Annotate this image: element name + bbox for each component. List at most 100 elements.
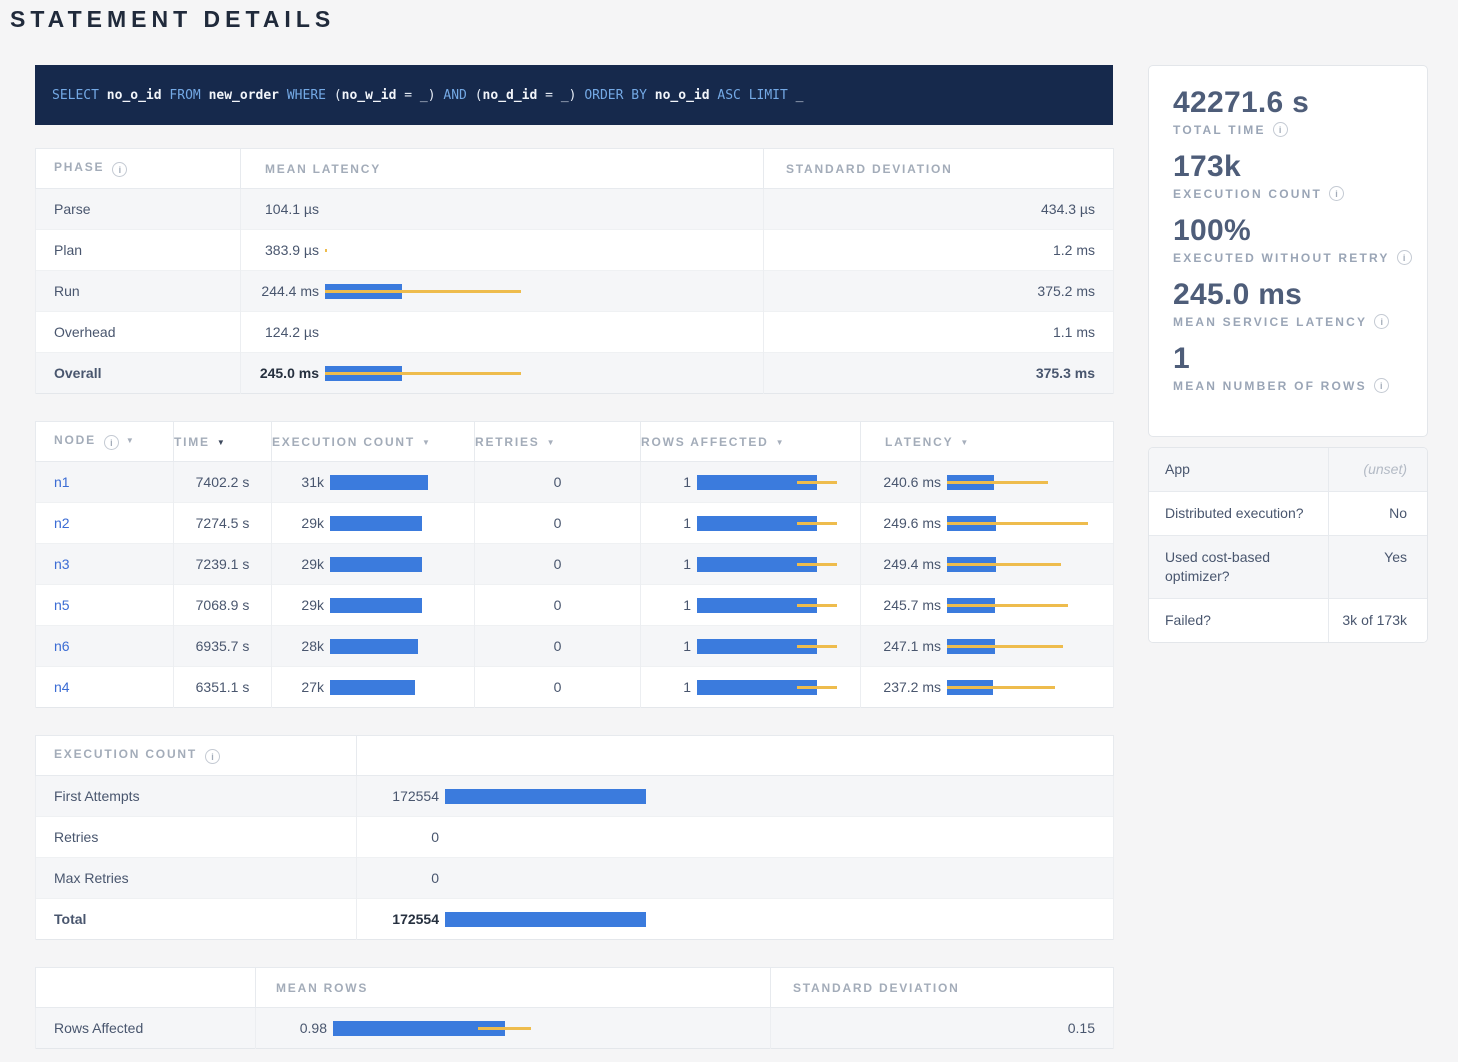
sql-keyword: WHERE xyxy=(279,88,334,103)
node-table-column-header-rows-affected[interactable]: ROWS AFFECTED▼ xyxy=(641,422,861,462)
mean-rows-column-label: MEAN ROWS xyxy=(276,981,368,995)
attribute-value: No xyxy=(1329,492,1427,535)
execution-count-cell: 29k xyxy=(272,544,475,585)
phase-table: PHASEi MEAN LATENCY STANDARD DEVIATION P… xyxy=(35,148,1114,394)
info-icon[interactable]: i xyxy=(1374,314,1389,329)
bar-value: 244.4 ms xyxy=(241,283,325,299)
execution-count-label-cell: Max Retries xyxy=(36,858,357,899)
execution-count-cell: 27k xyxy=(272,667,475,708)
node-table-row: n17402.2 s31k01240.6 ms xyxy=(36,462,1114,503)
info-icon[interactable]: i xyxy=(104,435,119,450)
info-icon[interactable]: i xyxy=(1397,250,1412,265)
node-link[interactable]: n4 xyxy=(54,679,70,695)
node-table-row: n27274.5 s29k01249.6 ms xyxy=(36,503,1114,544)
phase-table-row: Overall245.0 ms375.3 ms xyxy=(36,353,1114,394)
mean-latency-cell: 383.9 µs xyxy=(241,230,764,271)
stat-label: TOTAL TIMEi xyxy=(1173,122,1427,137)
retries-cell: 0 xyxy=(475,503,641,544)
execution-count-row: Retries0 xyxy=(36,817,1114,858)
info-icon[interactable]: i xyxy=(1329,186,1344,201)
attribute-label: App xyxy=(1149,448,1329,491)
node-statistics-table: NODEi▼TIME▼EXECUTION COUNT▼RETRIES▼ROWS … xyxy=(35,421,1114,708)
mean-latency-column-header: MEAN LATENCY xyxy=(241,149,764,189)
time-cell: 7239.1 s xyxy=(174,544,272,585)
stddev-line xyxy=(947,522,1088,525)
execution-count-row: Total172554 xyxy=(36,899,1114,940)
sort-arrow-icon[interactable]: ▼ xyxy=(217,438,227,447)
latency-bar xyxy=(330,639,474,654)
phase-cell: Overall xyxy=(36,353,241,394)
latency-bar xyxy=(330,475,474,490)
phase-table-header-row: PHASEi MEAN LATENCY STANDARD DEVIATION xyxy=(36,149,1114,189)
stat-label: EXECUTION COUNTi xyxy=(1173,186,1427,201)
sort-arrow-icon[interactable]: ▼ xyxy=(776,438,786,447)
node-table-column-header-execution-count[interactable]: EXECUTION COUNT▼ xyxy=(272,422,475,462)
latency-bar xyxy=(697,639,860,654)
sql-identifier: new_order xyxy=(209,88,279,103)
latency-bar xyxy=(333,1021,770,1036)
info-icon[interactable]: i xyxy=(112,162,127,177)
sql-keyword: AND xyxy=(443,88,474,103)
sort-arrow-icon[interactable]: ▼ xyxy=(126,436,136,445)
sql-statement-box: SELECT no_o_id FROM new_order WHERE (no_… xyxy=(35,65,1113,125)
stat-value: 42271.6 s xyxy=(1173,86,1427,120)
mean-rows-cell: 0.98 xyxy=(256,1008,771,1049)
time-cell: 7402.2 s xyxy=(174,462,272,503)
summary-stat: 100%EXECUTED WITHOUT RETRYi xyxy=(1173,214,1427,265)
latency-bar xyxy=(330,598,474,613)
latency-bar xyxy=(445,871,1113,886)
stat-label: MEAN SERVICE LATENCYi xyxy=(1173,314,1427,329)
sql-identifier: no_w_id xyxy=(342,88,397,103)
attribute-value: 3k of 173k xyxy=(1329,599,1427,642)
page-title: STATEMENT DETAILS xyxy=(10,6,335,33)
node-link[interactable]: n2 xyxy=(54,515,70,531)
stddev-line xyxy=(797,645,838,648)
sql-identifier: no_o_id xyxy=(107,88,162,103)
node-table-column-header-time[interactable]: TIME▼ xyxy=(174,422,272,462)
bar-value: 104.1 µs xyxy=(241,201,325,217)
node-link[interactable]: n3 xyxy=(54,556,70,572)
node-cell: n6 xyxy=(36,626,174,667)
latency-bar xyxy=(325,284,763,299)
latency-bar xyxy=(330,557,474,572)
attribute-value: (unset) xyxy=(1329,448,1427,491)
latency-bar xyxy=(697,557,860,572)
sql-keyword: ORDER BY xyxy=(584,88,654,103)
rows-affected-cell: 1 xyxy=(641,462,861,503)
latency-bar xyxy=(325,366,763,381)
node-table-column-header-latency[interactable]: LATENCY▼ xyxy=(861,422,1114,462)
info-icon[interactable]: i xyxy=(1273,122,1288,137)
node-table-column-header-node[interactable]: NODEi▼ xyxy=(36,422,174,462)
execution-count-value-cell: 172554 xyxy=(357,899,1114,940)
node-cell: n1 xyxy=(36,462,174,503)
sql-text: ( xyxy=(475,88,483,103)
node-link[interactable]: n5 xyxy=(54,597,70,613)
mean-bar xyxy=(330,598,422,613)
stddev-line xyxy=(947,481,1048,484)
execution-count-cell: 31k xyxy=(272,462,475,503)
node-table-column-header-retries[interactable]: RETRIES▼ xyxy=(475,422,641,462)
latency-bar xyxy=(445,789,1113,804)
execution-count-header-row: EXECUTION COUNTi xyxy=(36,736,1114,776)
latency-cell: 237.2 ms xyxy=(861,667,1114,708)
info-icon[interactable]: i xyxy=(205,749,220,764)
standard-deviation-column-label: STANDARD DEVIATION xyxy=(786,162,953,176)
attribute-row: Used cost-based optimizer?Yes xyxy=(1149,535,1427,598)
mean-latency-cell: 104.1 µs xyxy=(241,189,764,230)
retries-cell: 0 xyxy=(475,544,641,585)
sort-arrow-icon[interactable]: ▼ xyxy=(422,438,432,447)
info-icon[interactable]: i xyxy=(1374,378,1389,393)
stddev-line xyxy=(325,249,327,252)
mean-bar xyxy=(330,516,422,531)
node-link[interactable]: n6 xyxy=(54,638,70,654)
mean-rows-column-header: MEAN ROWS xyxy=(256,968,771,1008)
time-cell: 6351.1 s xyxy=(174,667,272,708)
latency-cell: 249.4 ms xyxy=(861,544,1114,585)
sort-arrow-icon[interactable]: ▼ xyxy=(960,438,970,447)
stddev-line xyxy=(947,604,1068,607)
summary-stats-card: 42271.6 sTOTAL TIMEi173kEXECUTION COUNTi… xyxy=(1148,65,1428,437)
bar-value: 1 xyxy=(641,597,697,613)
sort-arrow-icon[interactable]: ▼ xyxy=(547,438,557,447)
node-link[interactable]: n1 xyxy=(54,474,70,490)
latency-bar xyxy=(697,475,860,490)
